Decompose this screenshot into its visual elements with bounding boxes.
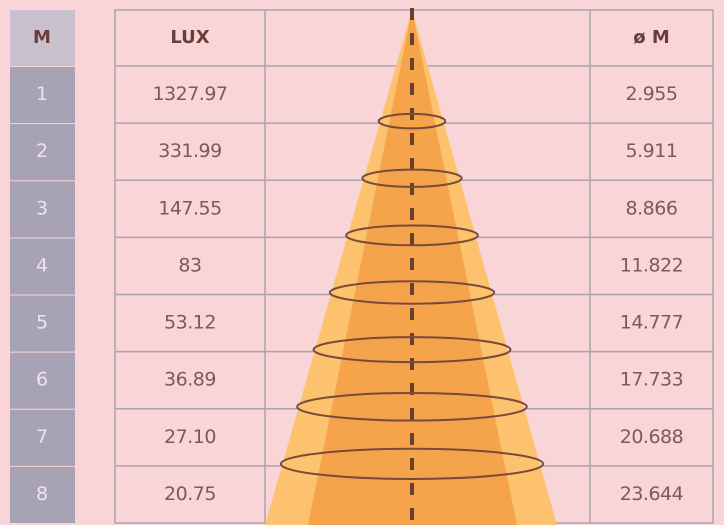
- lux-cell: 1327.97: [152, 83, 227, 105]
- lux-cell: 53.12: [164, 312, 216, 334]
- distance-cell: 8: [36, 483, 48, 505]
- distance-cell: 7: [36, 426, 48, 448]
- lux-cell: 331.99: [158, 140, 221, 162]
- distance-cell: 3: [36, 197, 48, 219]
- diameter-cell: 5.911: [626, 140, 678, 162]
- diameter-cell: 20.688: [620, 426, 683, 448]
- diameter-cell: 23.644: [620, 483, 684, 505]
- lux-cell: 36.89: [164, 369, 216, 391]
- diameter-cell: 17.733: [620, 369, 683, 391]
- diameter-cell: 14.777: [620, 312, 683, 334]
- header-label: ø M: [633, 27, 670, 48]
- distance-cell: 1: [36, 83, 48, 105]
- header-label: LUX: [170, 27, 209, 48]
- lux-cell: 20.75: [164, 483, 216, 505]
- lux-cell: 27.10: [164, 426, 216, 448]
- distance-cell: 2: [36, 140, 48, 162]
- diameter-cell: 2.955: [626, 83, 678, 105]
- distance-cell: 6: [36, 369, 48, 391]
- distance-cell: 4: [36, 254, 48, 276]
- distance-cell: 5: [36, 312, 48, 334]
- diameter-cell: 11.822: [620, 254, 683, 276]
- diameter-cell: 8.866: [626, 197, 678, 219]
- lux-cell: 83: [178, 254, 201, 276]
- header-label: M: [33, 27, 51, 48]
- beam-table: M LUX ø M 1 1327.97 2.955 2 331.99 5.911 3 147.55 8…: [0, 0, 724, 525]
- lux-cell: 147.55: [158, 197, 221, 219]
